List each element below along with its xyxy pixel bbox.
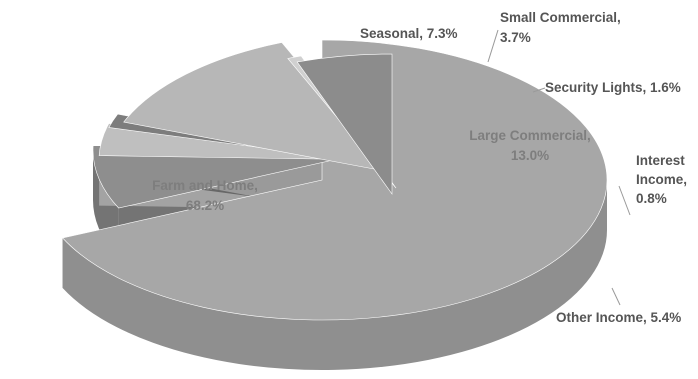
pie-slice-farm-and-home: [62, 39, 608, 321]
leader-line-other-income: [611, 287, 621, 306]
leader-line-interest-income: [618, 185, 631, 216]
pie-slice-side-farm-and-home-0: [62, 180, 607, 371]
pie-slice-seasonal: [92, 145, 379, 209]
data-label-security-lights: Security Lights, 1.6%: [545, 80, 681, 95]
data-label-large-commercial: Large Commercial, 13.0%: [469, 128, 591, 163]
leader-line-security-lights: [532, 87, 546, 93]
pie-leader-lines: [487, 29, 631, 306]
pie-slice-tops: [62, 39, 608, 321]
data-label-interest-income: Interest Income, 0.8%: [636, 153, 687, 206]
data-label-small-commercial: Small Commercial, 3.7%: [500, 10, 621, 45]
pie-data-labels: Farm and Home, 68.2% Seasonal, 7.3% Small C…: [152, 10, 687, 325]
leader-line-small-commercial: [487, 29, 499, 63]
data-label-seasonal: Seasonal, 7.3%: [360, 26, 458, 41]
pie-slice-other-income: [296, 53, 393, 195]
pie-slice-large-commercial: [123, 42, 391, 173]
data-label-other-income: Other Income, 5.4%: [556, 310, 681, 325]
data-label-farm-and-home: Farm and Home, 68.2%: [152, 178, 258, 213]
